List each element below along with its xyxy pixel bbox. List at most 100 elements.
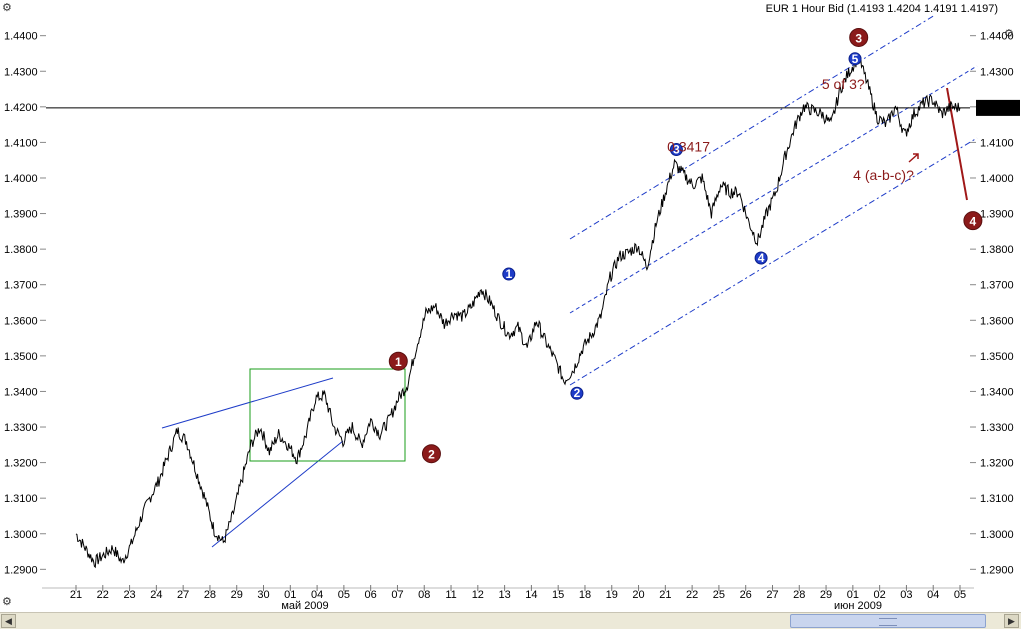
y-tick-label-right: 1.3800 xyxy=(980,244,1014,256)
x-tick-label: 28 xyxy=(204,589,216,601)
x-tick-label: 07 xyxy=(391,589,403,601)
x-tick-label: 27 xyxy=(177,589,189,601)
chart-drawings xyxy=(161,14,978,548)
month-label: май 2009 xyxy=(281,600,328,612)
x-tick-label: 02 xyxy=(874,589,886,601)
y-tick-label-right: 1.3000 xyxy=(980,529,1014,541)
x-tick-label: 04 xyxy=(311,589,323,601)
x-tick-label: 22 xyxy=(686,589,698,601)
wave-marker-label: 4 xyxy=(758,251,765,265)
wave-marker-label: 5 xyxy=(852,52,859,66)
y-tick-label-left: 1.3500 xyxy=(4,351,38,363)
x-tick-label: 28 xyxy=(793,589,805,601)
y-tick-label-left: 1.4000 xyxy=(4,173,38,185)
scrollbar-grip-icon xyxy=(879,618,897,626)
y-tick-label-left: 1.3400 xyxy=(4,386,38,398)
x-tick-label: 13 xyxy=(498,589,510,601)
price-series xyxy=(75,54,961,569)
channel-line-mid xyxy=(569,65,978,314)
x-tick-label: 11 xyxy=(445,589,456,601)
y-tick-label-right: 1.2900 xyxy=(980,564,1014,576)
x-tick-label: 04 xyxy=(927,589,939,601)
x-tick-label: 01 xyxy=(284,589,296,601)
y-tick-label-left: 1.4200 xyxy=(4,102,38,114)
x-tick-label: 29 xyxy=(820,589,832,601)
x-tick-label: 03 xyxy=(900,589,912,601)
y-tick-label-left: 1.2900 xyxy=(4,564,38,576)
wave-marker-label: 2 xyxy=(428,448,435,462)
x-tick-label: 20 xyxy=(632,589,644,601)
x-tick-label: 05 xyxy=(338,589,350,601)
y-tick-label-left: 1.3800 xyxy=(4,244,38,256)
x-tick-label: 21 xyxy=(659,589,671,601)
wave-marker-circle xyxy=(754,251,768,265)
month-label: июн 2009 xyxy=(834,600,882,612)
x-tick-label: 12 xyxy=(472,589,484,601)
x-axis: 21 22 23 24 27 28 29 30 01 04 05 06 07 08 11 12 13 14 15 18… xyxy=(42,585,974,612)
y-tick-label-left: 1.4400 xyxy=(4,31,38,43)
x-tick-label: 06 xyxy=(365,589,377,601)
y-tick-label-right: 1.4400 xyxy=(980,31,1014,43)
y-tick-label-right: 1.4300 xyxy=(980,66,1014,78)
wave-marker-circle xyxy=(502,267,516,281)
wave-marker-circle xyxy=(388,351,408,371)
y-tick-label-left: 1.4100 xyxy=(4,137,38,149)
wave-marker-circle xyxy=(421,444,441,464)
y-tick-label-left: 1.3200 xyxy=(4,458,38,470)
y-tick-label-right: 1.3500 xyxy=(980,351,1014,363)
settings-icon[interactable]: ⚙ xyxy=(2,2,12,14)
x-tick-label: 25 xyxy=(713,589,725,601)
scroll-left-button[interactable]: ◀ xyxy=(1,614,16,628)
y-tick-label-left: 1.3600 xyxy=(4,315,38,327)
x-tick-label: 15 xyxy=(552,589,564,601)
y-tick-label-left: 1.3100 xyxy=(4,493,38,505)
y-tick-label-left: 1.3300 xyxy=(4,422,38,434)
y-tick-label-left: 1.3700 xyxy=(4,280,38,292)
scroll-right-button[interactable]: ▶ xyxy=(1004,614,1019,628)
bottom-settings-icon[interactable]: ⚙ xyxy=(2,596,12,608)
wave-marker-label: 3 xyxy=(673,143,680,157)
x-tick-label: 18 xyxy=(579,589,591,601)
x-tick-label: 08 xyxy=(418,589,430,601)
chart-title: EUR 1 Hour Bid (1.4193 1.4204 1.4191 1.4… xyxy=(766,3,998,15)
wave-marker-circle xyxy=(849,27,869,47)
x-tick-label: 21 xyxy=(70,589,82,601)
axis-settings-icon[interactable]: ⚙ xyxy=(1004,28,1014,40)
y-tick-label-right: 1.4100 xyxy=(980,137,1014,149)
annotation-text: 5 of 3? xyxy=(822,76,865,92)
x-tick-label: 22 xyxy=(97,589,109,601)
channel-line-upper xyxy=(569,14,936,240)
price-line xyxy=(75,54,961,569)
x-tick-label: 26 xyxy=(740,589,752,601)
y-tick-label-right: 1.3600 xyxy=(980,315,1014,327)
wave-marker-circle xyxy=(963,211,983,231)
y-tick-label-right: 1.3900 xyxy=(980,209,1014,221)
wave-marker-label: 1 xyxy=(395,355,402,369)
y-tick-label-right: 1.3100 xyxy=(980,493,1014,505)
x-tick-label: 14 xyxy=(525,589,537,601)
small-arrow-icon xyxy=(908,153,919,163)
annotation-text: 4 (a-b-c)? xyxy=(853,167,914,183)
horizontal-scrollbar[interactable]: ◀ ▶ xyxy=(0,612,1021,629)
y-tick-label-left: 1.3900 xyxy=(4,209,38,221)
x-tick-label: 05 xyxy=(954,589,966,601)
y-tick-label-right: 1.4000 xyxy=(980,173,1014,185)
chart-canvas: EUR 1 Hour Bid (1.4193 1.4204 1.4191 1.4… xyxy=(4,3,1020,612)
last-price-marker: 1.4197 xyxy=(46,99,1020,116)
wave-marker-circle xyxy=(848,52,862,66)
x-tick-label: 19 xyxy=(606,589,618,601)
y-tick-label-right: 1.3200 xyxy=(980,458,1014,470)
wave-marker-circle xyxy=(570,386,584,400)
y-tick-label-right: 1.3700 xyxy=(980,280,1014,292)
trendline-upper xyxy=(161,377,334,429)
x-tick-label: 30 xyxy=(257,589,269,601)
y-tick-label-right: 1.3400 xyxy=(980,386,1014,398)
y-tick-label-left: 1.4300 xyxy=(4,66,38,78)
y-tick-label-left: 1.3000 xyxy=(4,529,38,541)
wave-marker-label: 1 xyxy=(505,267,512,281)
wave-marker-label: 2 xyxy=(574,386,581,400)
scrollbar-thumb[interactable] xyxy=(790,614,986,628)
wave-marker-circle xyxy=(669,143,683,157)
last-price-label: 1.4197 xyxy=(980,103,1014,115)
